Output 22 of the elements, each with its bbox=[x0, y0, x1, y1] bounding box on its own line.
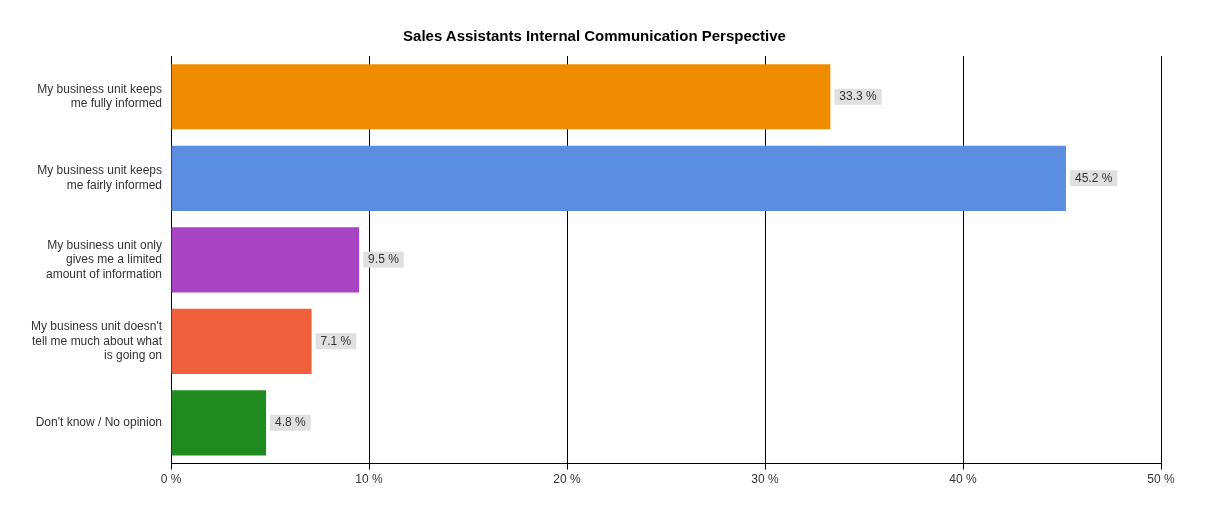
data-label: 4.8 % bbox=[275, 415, 307, 430]
y-tick-label: My business unit keeps me fully informed bbox=[37, 81, 163, 111]
chart-title: Sales Assistants Internal Communication Perspective bbox=[403, 27, 786, 45]
x-tick-label: 0 % bbox=[160, 472, 182, 487]
x-tick-label: 10 % bbox=[355, 472, 384, 487]
y-tick-label: My business unit doesn't tell me much about what is going on bbox=[31, 319, 163, 363]
bar bbox=[171, 227, 360, 293]
data-label: 7.1 % bbox=[320, 333, 352, 348]
x-tick-label: 30 % bbox=[751, 472, 780, 487]
bar bbox=[171, 308, 312, 374]
y-tick-label: My business unit keeps me fairly informed bbox=[37, 163, 163, 192]
x-tick-label: 40 % bbox=[949, 472, 978, 487]
data-label: 33.3 % bbox=[839, 89, 878, 104]
x-tick-label: 50 % bbox=[1147, 472, 1175, 487]
bar bbox=[171, 64, 831, 130]
data-label: 9.5 % bbox=[368, 252, 400, 267]
bar bbox=[171, 390, 267, 456]
data-label: 45.2 % bbox=[1074, 170, 1113, 185]
x-tick-label: 20 % bbox=[553, 472, 582, 487]
bar bbox=[171, 145, 1066, 211]
y-tick-label: Don't know / No opinion bbox=[35, 415, 163, 430]
y-tick-label: My business unit only gives me a limited amount of information bbox=[45, 237, 163, 281]
